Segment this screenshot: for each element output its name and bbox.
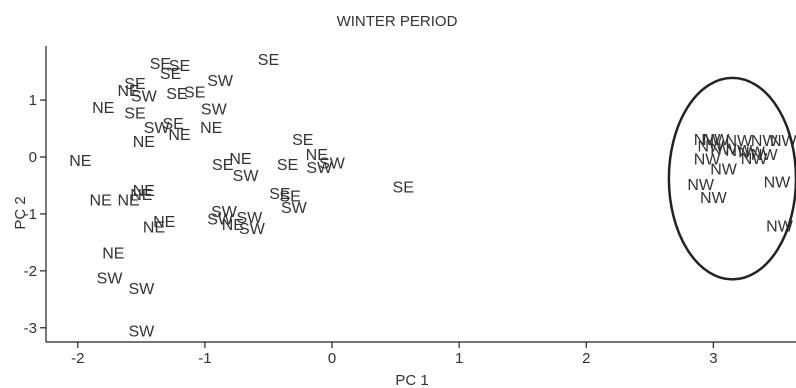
x-axis-label: PC 1 [395,372,428,388]
data-point-nw: NW [725,133,753,150]
data-point-ne: NE [118,193,140,210]
data-point-ne: NE [143,219,165,236]
data-point-ne: NE [118,83,140,100]
data-point-ne: NE [102,246,124,263]
data-point-se: SE [258,52,279,69]
data-point-se: SE [124,106,145,123]
data-point-se: SE [277,157,298,174]
data-point-se: SE [184,85,205,102]
data-point-sw: SW [201,102,228,119]
data-point-ne: NE [69,153,91,170]
data-point-nw: NW [694,152,722,169]
data-point-ne: NE [200,120,222,137]
data-point-nw: NW [751,133,779,150]
data-point-sw: SW [239,221,266,238]
x-axis-ticks: -2 -1 0 1 2 3 [71,342,718,367]
data-point-se: SE [292,132,313,149]
data-point-ne: NE [133,183,155,200]
data-point-se: SE [160,66,181,83]
data-point-sw: SW [131,89,158,106]
data-point-sw: SW [319,156,346,173]
data-point-ne: NE [92,100,114,117]
data-point-se: SE [166,86,187,103]
data-point-sw: SW [207,73,234,90]
data-point-se: SE [124,76,145,93]
data-point-nw: NW [725,143,753,160]
data-point-nw: NW [700,190,728,207]
data-point-sw: SW [207,211,234,228]
data-point-sw: SW [144,120,171,137]
data-point-ne: NE [133,134,155,151]
y-axis-label: PC 2 [12,196,29,229]
data-point-sw: SW [281,200,308,217]
data-point-nw: NW [764,174,792,191]
data-point-nw: NW [751,147,779,164]
data-point-sw: SW [236,210,263,227]
data-point-nw: NW [710,161,738,178]
data-point-se: SE [162,116,183,133]
data-point-ne: NE [229,151,251,168]
data-point-nw: NW [741,151,769,168]
y-tick-label: -2 [24,263,37,280]
x-tick-label: 2 [582,350,590,367]
data-point-sw: SW [128,324,155,341]
x-tick-label: 0 [328,350,336,367]
data-point-nw: NW [738,144,766,161]
data-point-se: SE [269,186,290,203]
data-point-nw: NW [694,132,722,149]
x-tick-label: -1 [198,350,211,367]
data-point-ne: NE [90,193,112,210]
data-point-sw: SW [306,160,333,177]
data-point-se: SE [393,180,414,197]
y-tick-label: -3 [24,320,37,337]
data-point-nw: NW [698,139,726,156]
data-point-sw: SW [128,281,155,298]
data-point-sw: SW [211,204,238,221]
data-point-ne: NE [130,187,152,204]
y-axis-ticks: -3 -2 -1 0 1 [24,92,46,337]
y-tick-label: 0 [29,149,37,166]
x-tick-label: 1 [455,350,463,367]
x-tick-label: -2 [71,350,84,367]
data-point-ne: NE [168,127,190,144]
data-point-nw: NW [710,141,738,158]
data-point-se: SE [150,56,171,73]
data-point-nw: NW [687,177,715,194]
data-point-se: SE [279,189,300,206]
data-point-ne: NE [222,217,244,234]
data-point-ne: NE [306,147,328,164]
data-point-sw: SW [233,168,260,185]
x-tick-label: 3 [709,350,717,367]
data-point-ne: NE [153,214,175,231]
data-point-sw: SW [97,271,124,288]
chart-title: WINTER PERIOD [337,13,458,30]
data-point-se: SE [212,157,233,174]
y-tick-label: -1 [24,206,37,223]
y-tick-label: 1 [29,92,37,109]
data-point-se: SE [169,58,190,75]
data-point-nw: NW [703,132,731,149]
